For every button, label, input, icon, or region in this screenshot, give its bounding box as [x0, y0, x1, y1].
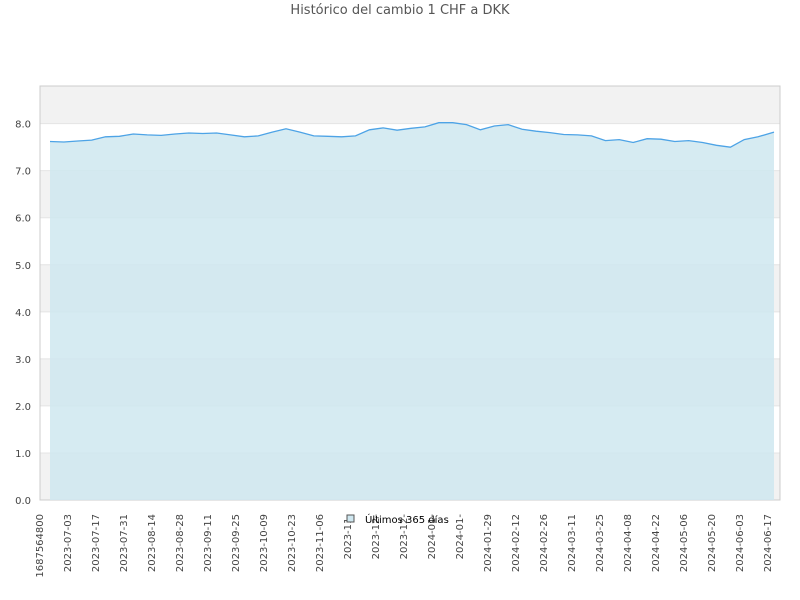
- x-tick-label: 2024-01-29: [483, 514, 494, 572]
- x-tick-label: 2024-06-17: [763, 514, 774, 572]
- x-tick-label: 2024-01-: [427, 514, 438, 560]
- series-line: [49, 122, 775, 148]
- y-tick-label: 8.0: [15, 120, 31, 131]
- y-tick-label: 7.0: [15, 167, 31, 178]
- x-tick-label: 2023-08-28: [175, 514, 186, 572]
- x-tick-label: 2023-07-03: [63, 514, 74, 572]
- x-tick-label: 2023-10-09: [259, 514, 270, 572]
- chart-title: Histórico del cambio 1 CHF a DKK: [290, 3, 510, 18]
- x-tick-label: 2024-04-22: [651, 514, 662, 572]
- y-tick-label: 6.0: [15, 214, 31, 225]
- y-tick-label: 0.0: [15, 496, 31, 507]
- x-tick-label: 2023-07-17: [91, 514, 102, 572]
- x-tick-label: 2023-12-: [399, 514, 410, 560]
- y-tick-label: 4.0: [15, 308, 31, 319]
- x-tick-label: 2023-09-11: [203, 514, 214, 572]
- x-tick-label: 2024-05-06: [679, 514, 690, 572]
- x-tick-label: 2024-03-25: [595, 514, 606, 572]
- x-tick-label: 2023-11-: [343, 514, 354, 560]
- x-tick-label: 1687564800: [35, 514, 46, 578]
- x-tick-label: 2023-11-06: [315, 514, 326, 572]
- x-tick-label: 2023-09-25: [231, 514, 242, 572]
- y-tick-label: 2.0: [15, 402, 31, 413]
- x-tick-label: 2024-04-08: [623, 514, 634, 572]
- x-tick-label: 2023-10-23: [287, 514, 298, 572]
- x-tick-label: 2024-03-11: [567, 514, 578, 572]
- x-axis-ticks: 1687564800 2023-07-03 2023-07-17 2023-07-31…: [35, 514, 774, 578]
- y-axis-ticks: 0.0 1.0 2.0 3.0 4.0 5.0 6.0 7.0 8.0: [15, 120, 31, 507]
- x-tick-label: 2024-01-: [455, 514, 466, 560]
- y-tick-label: 5.0: [15, 261, 31, 272]
- y-tick-label: 3.0: [15, 355, 31, 366]
- x-tick-label: 2024-02-12: [511, 514, 522, 572]
- series-area: [50, 122, 774, 500]
- x-tick-label: 2023-08-14: [147, 514, 158, 572]
- legend-swatch[interactable]: [346, 514, 355, 523]
- background-band: [40, 86, 780, 124]
- legend: Últimos 365 días: [346, 513, 449, 526]
- x-tick-label: 2023-07-31: [119, 514, 130, 572]
- legend-label: Últimos 365 días: [365, 513, 449, 526]
- y-tick-label: 1.0: [15, 449, 31, 460]
- x-tick-label: 2024-06-03: [735, 514, 746, 572]
- x-tick-label: 2024-05-20: [707, 514, 718, 572]
- x-tick-label: 2023-12-: [371, 514, 382, 560]
- x-tick-label: 2024-02-26: [539, 514, 550, 572]
